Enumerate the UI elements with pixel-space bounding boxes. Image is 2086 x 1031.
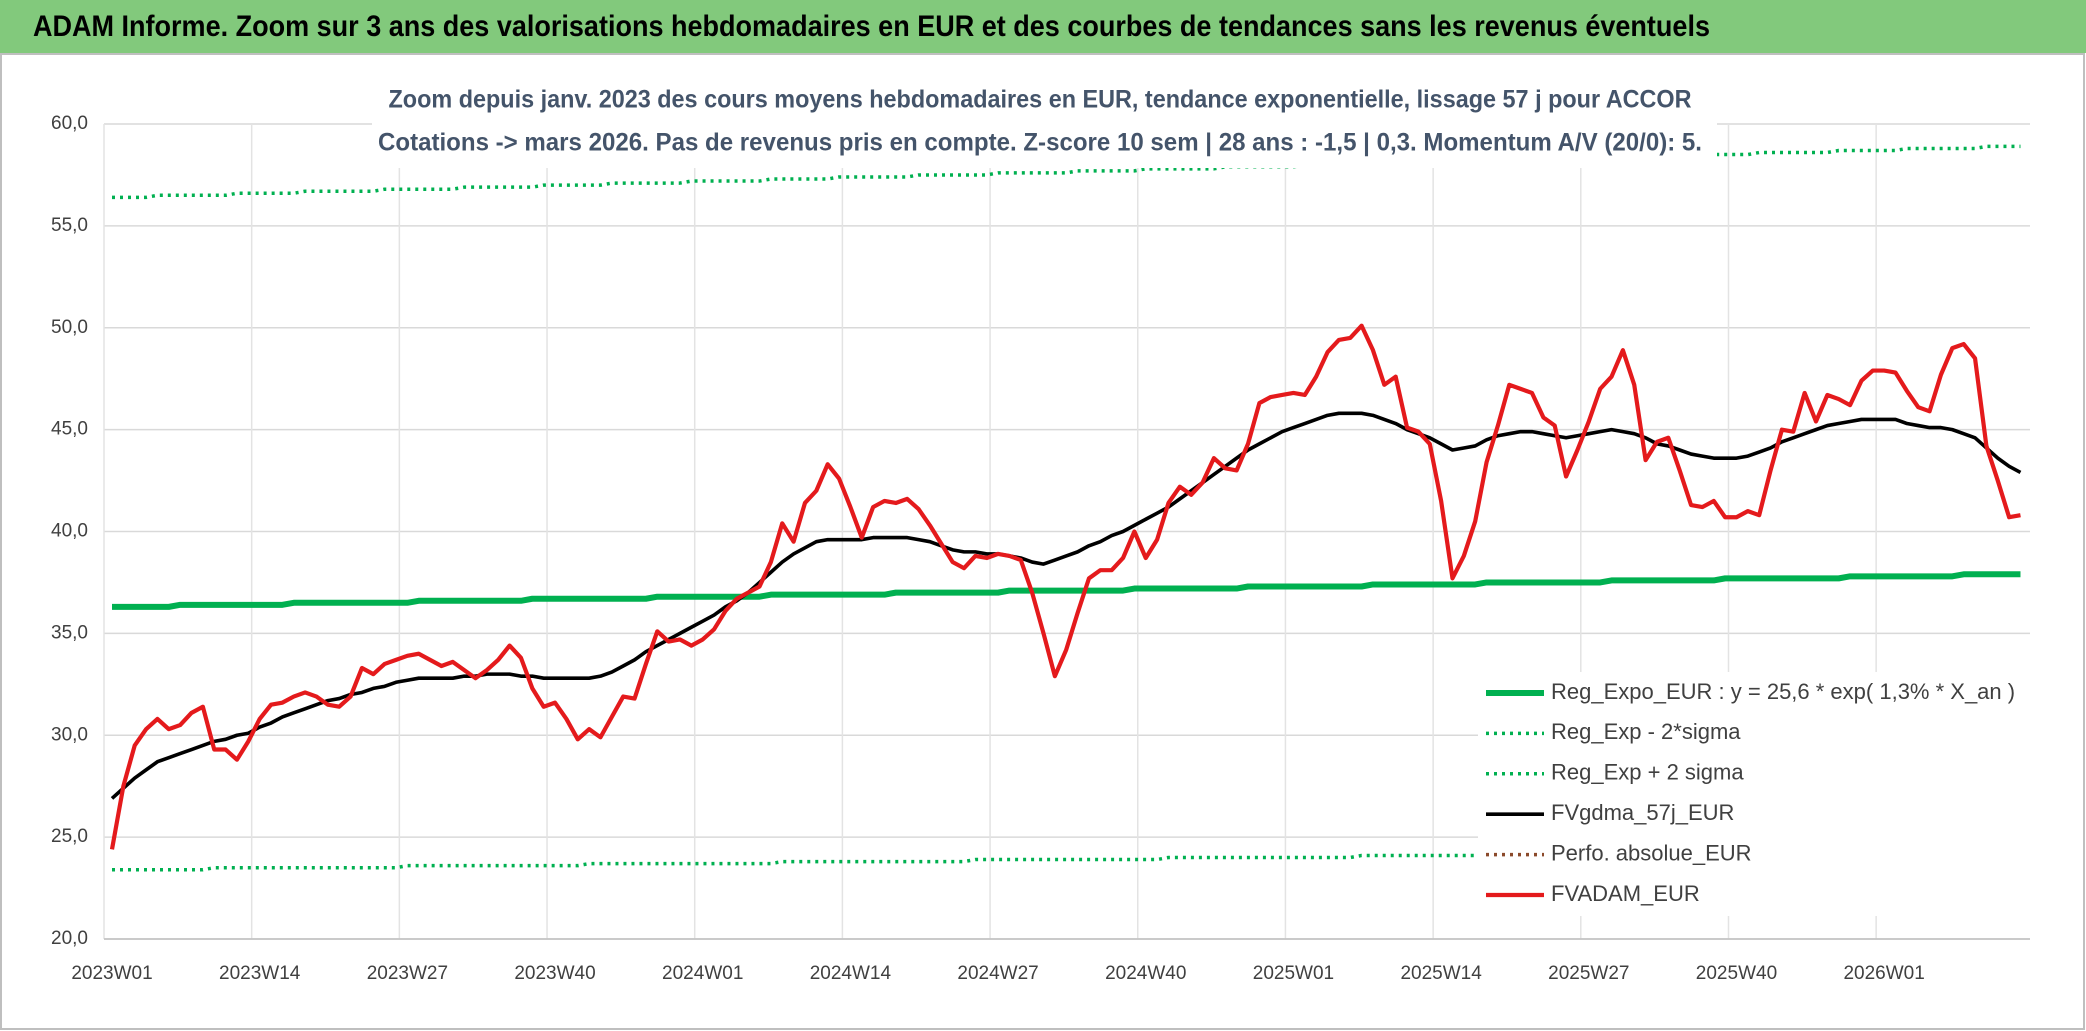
subtitle-background (372, 78, 1717, 168)
subtitle-box: Zoom depuis janv. 2023 des cours moyens … (372, 78, 1717, 168)
y-tick-label: 40,0 (51, 521, 88, 542)
y-tick-label: 20,0 (51, 928, 88, 949)
legend-label: Reg_Exp - 2*sigma (1551, 719, 1741, 744)
x-tick-label: 2023W01 (71, 963, 152, 984)
subtitle-line: Zoom depuis janv. 2023 des cours moyens … (389, 86, 1692, 114)
x-tick-label: 2024W40 (1105, 963, 1186, 984)
legend-background (1478, 672, 2038, 916)
y-tick-label: 30,0 (51, 724, 88, 745)
y-tick-label: 35,0 (51, 622, 88, 643)
header-bar (0, 0, 2086, 53)
x-tick-label: 2023W40 (514, 963, 595, 984)
x-tick-label: 2025W14 (1400, 963, 1482, 984)
series-line (109, 323, 2021, 850)
chart-frame (0, 53, 2085, 1030)
x-tick-label: 2025W40 (1696, 963, 1777, 984)
legend-label: FVgdma_57j_EUR (1551, 800, 1734, 825)
y-tick-label: 60,0 (51, 113, 88, 134)
x-tick-label: 2026W01 (1843, 963, 1924, 984)
x-tick-label: 2024W27 (957, 963, 1038, 984)
header-title: ADAM Informe. Zoom sur 3 ans des valoris… (33, 10, 1710, 43)
legend-label: Reg_Exp + 2 sigma (1551, 760, 1744, 785)
x-tick-label: 2023W27 (367, 963, 448, 984)
y-tick-label: 50,0 (51, 317, 88, 338)
legend-label: Reg_Expo_EUR : y = 25,6 * exp( 1,3% * X_… (1551, 679, 2015, 704)
x-tick-label: 2025W01 (1253, 963, 1334, 984)
series-line (110, 411, 2022, 800)
legend: Reg_Expo_EUR : y = 25,6 * exp( 1,3% * X_… (1478, 672, 2038, 916)
series-line (112, 571, 2021, 610)
subtitle-line: Cotations -> mars 2026. Pas de revenus p… (378, 129, 1702, 157)
x-tick-label: 2024W14 (810, 963, 892, 984)
x-tick-label: 2024W01 (662, 963, 743, 984)
y-tick-label: 55,0 (51, 215, 88, 236)
legend-label: Perfo. absolue_EUR (1551, 840, 1752, 865)
x-tick-label: 2023W14 (219, 963, 301, 984)
y-tick-label: 45,0 (51, 419, 88, 440)
x-tick-label: 2025W27 (1548, 963, 1629, 984)
y-tick-label: 25,0 (51, 826, 88, 847)
legend-label: FVADAM_EUR (1551, 881, 1700, 906)
